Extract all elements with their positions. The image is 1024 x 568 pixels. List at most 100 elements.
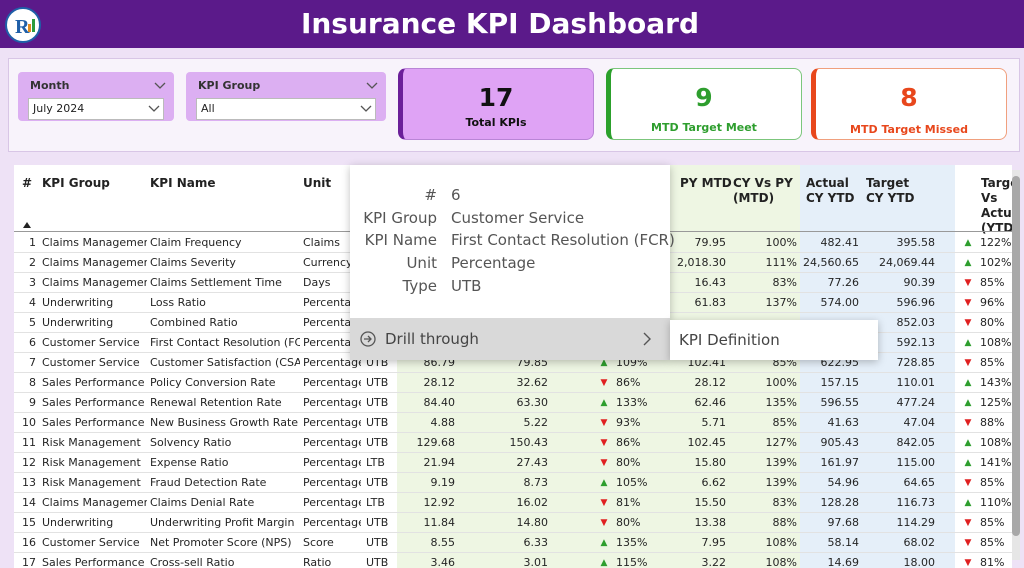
filter-dropdown[interactable] — [196, 98, 376, 120]
table-cell: 16.43 — [694, 276, 727, 289]
band-ytd — [800, 165, 955, 568]
table-cell: LTB — [366, 456, 385, 469]
table-cell: Underwriting — [42, 316, 114, 329]
table-cell: 16 — [22, 536, 36, 549]
table-cell: 3.46 — [430, 556, 456, 568]
table-cell: 85% — [980, 536, 1005, 549]
status-arrow: ▲ — [600, 558, 608, 568]
scrollbar[interactable] — [1012, 170, 1020, 560]
column-header: KPI Name — [150, 176, 216, 190]
table-cell: 111% — [765, 256, 797, 269]
row-divider — [14, 532, 1012, 533]
column-header: CY Vs PY (MTD) — [733, 176, 793, 205]
table-cell: Customer Service — [42, 356, 140, 369]
table-cell: New Business Growth Rate — [150, 416, 299, 429]
sort-arrow[interactable] — [23, 222, 31, 228]
table-cell: Claims Settlement Time — [150, 276, 282, 289]
table-cell: Combined Ratio — [150, 316, 238, 329]
status-arrow: ▲ — [964, 458, 972, 468]
table-cell: Percentage — [303, 476, 361, 489]
table-cell: 86% — [616, 376, 641, 389]
table-cell: 905.43 — [820, 436, 860, 449]
table-cell: 83% — [772, 276, 797, 289]
table-cell: Percentage — [303, 436, 361, 449]
kpi-card-value: 17 — [478, 83, 514, 112]
table-cell: 115% — [616, 556, 648, 568]
table-cell: Percentage — [303, 416, 361, 429]
table-cell: 114.29 — [896, 516, 936, 529]
table-cell: Claims Severity — [150, 256, 236, 269]
status-arrow: ▼ — [600, 518, 608, 528]
table-cell: 90.39 — [903, 276, 936, 289]
dropdown-chevron — [154, 82, 166, 89]
status-arrow: ▲ — [964, 438, 972, 448]
table-cell: 137% — [765, 296, 797, 309]
status-arrow: ▲ — [600, 538, 608, 548]
table-cell: 8.55 — [430, 536, 456, 549]
table-cell: Customer Service — [42, 536, 140, 549]
table-cell: Percentage — [303, 396, 361, 409]
table-cell: 11 — [22, 436, 36, 449]
table-cell: 8.73 — [523, 476, 549, 489]
filter-label: Month — [30, 79, 70, 92]
status-arrow: ▼ — [964, 358, 972, 368]
table-cell: Claims Management — [42, 236, 147, 249]
table-cell: First Contact Resolution (FCR) — [150, 336, 300, 349]
status-arrow: ▲ — [600, 478, 608, 488]
table-cell: Claims Management — [42, 496, 147, 509]
filter-value: All — [201, 102, 215, 115]
table-cell: Claim Frequency — [150, 236, 242, 249]
status-arrow: ▼ — [964, 478, 972, 488]
drill-through-label: Drill through — [385, 330, 479, 348]
column-header: PY MTD — [680, 176, 732, 190]
table-cell: 14 — [22, 496, 36, 509]
table-cell: Sales Performance — [42, 416, 145, 429]
column-header: Actual CY YTD — [806, 176, 855, 205]
table-cell: Percentage — [303, 376, 361, 389]
submenu-label[interactable]: KPI Definition — [679, 331, 780, 349]
table-cell: 143% — [980, 376, 1012, 389]
table-cell: 86% — [616, 436, 641, 449]
table-cell: 81% — [980, 556, 1005, 568]
table-cell: 11.84 — [423, 516, 456, 529]
column-header: Unit — [303, 176, 332, 190]
row-divider — [14, 452, 1012, 453]
tooltip-label: # — [424, 186, 437, 204]
table-cell: Percentage — [303, 496, 361, 509]
table-cell: 15 — [22, 516, 36, 529]
table-cell: 1 — [29, 236, 36, 249]
table-cell: UTB — [366, 376, 389, 389]
table-cell: Risk Management — [42, 436, 141, 449]
table-cell: 100% — [765, 376, 797, 389]
status-arrow: ▲ — [964, 238, 972, 248]
filter-dropdown[interactable] — [28, 98, 164, 120]
table-cell: 596.55 — [820, 396, 860, 409]
table-cell: Sales Performance — [42, 376, 145, 389]
table-cell: 105% — [616, 476, 648, 489]
table-cell: 5 — [29, 316, 36, 329]
drill-through-item[interactable] — [350, 318, 670, 360]
tooltip-value: UTB — [451, 276, 482, 295]
table-cell: Days — [303, 276, 331, 289]
table-cell: Net Promoter Score (NPS) — [150, 536, 292, 549]
row-divider — [14, 392, 1012, 393]
table-cell: 17 — [22, 556, 36, 568]
status-arrow: ▲ — [964, 398, 972, 408]
svg-text:R: R — [15, 16, 30, 38]
status-arrow: ▼ — [964, 538, 972, 548]
table-cell: 79.95 — [694, 236, 727, 249]
column-header: # — [22, 176, 33, 190]
submenu[interactable] — [670, 320, 878, 360]
table-cell: Fraud Detection Rate — [150, 476, 267, 489]
table-cell: 122% — [980, 236, 1012, 249]
table-cell: 80% — [616, 456, 641, 469]
logo: R — [5, 7, 41, 43]
table-cell: 85% — [980, 476, 1005, 489]
table-cell: 108% — [765, 536, 797, 549]
table-cell: 97.68 — [827, 516, 860, 529]
table-cell: 24,560.65 — [803, 256, 859, 269]
table-cell: 102% — [980, 256, 1012, 269]
table-cell: 6.33 — [523, 536, 549, 549]
table-cell: UTB — [366, 516, 389, 529]
table-cell: 108% — [980, 336, 1012, 349]
